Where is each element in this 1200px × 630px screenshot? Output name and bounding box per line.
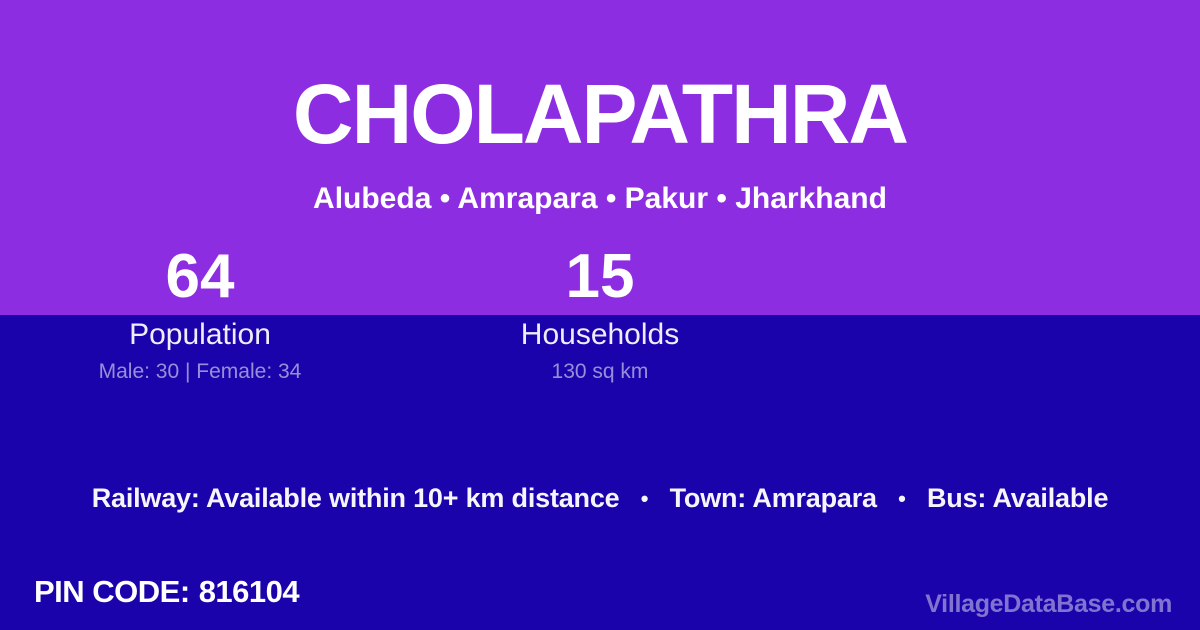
bullet-separator: • <box>640 486 649 511</box>
households-label: Households <box>520 318 680 351</box>
site-watermark: VillageDataBase.com <box>925 590 1172 618</box>
transport-info-line: Railway: Available within 10+ km distanc… <box>0 483 1200 514</box>
bullet-separator: • <box>898 486 906 511</box>
bus-info: Bus: Available <box>927 483 1109 513</box>
town-info: Town: Amrapara <box>669 483 877 513</box>
purple-top-band <box>0 0 1200 315</box>
pin-code-label: PIN CODE: <box>34 574 190 609</box>
pin-code: PIN CODE: 816104 <box>34 574 300 610</box>
pin-code-value: 816104 <box>198 574 300 609</box>
location-breadcrumb: Alubeda • Amrapara • Pakur • Jharkhand <box>313 182 887 215</box>
area-value: 130 sq km <box>551 360 649 383</box>
population-label: Population <box>129 318 271 351</box>
population-stat: 64 Population Male: 30 | Female: 34 <box>0 242 400 384</box>
population-gender-split: Male: 30 | Female: 34 <box>98 360 302 383</box>
population-value: 64 <box>165 242 235 311</box>
village-name-title: CHOLAPATHRA <box>292 67 909 161</box>
households-stat: 15 Households 130 sq km <box>400 242 800 384</box>
households-value: 15 <box>565 242 635 311</box>
railway-info: Railway: Available within 10+ km distanc… <box>91 483 620 513</box>
